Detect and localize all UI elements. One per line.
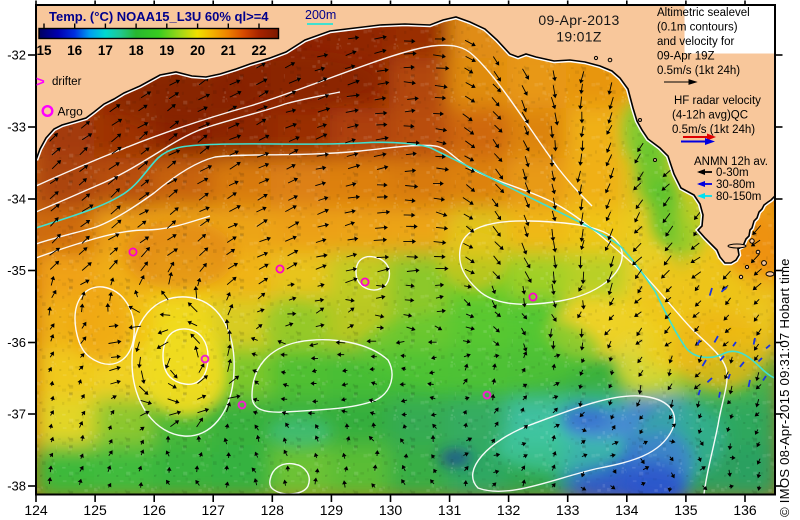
- svg-text:135: 135: [674, 502, 698, 518]
- svg-text:(0.1m contours): (0.1m contours): [657, 22, 738, 34]
- svg-text:126: 126: [143, 502, 167, 518]
- svg-text:130: 130: [379, 502, 403, 518]
- svg-text:16: 16: [67, 43, 83, 58]
- svg-text:09-Apr 19Z: 09-Apr 19Z: [657, 51, 715, 63]
- svg-text:17: 17: [98, 43, 113, 58]
- svg-text:18: 18: [129, 43, 145, 58]
- svg-text:132: 132: [497, 502, 521, 518]
- svg-text:-37: -37: [7, 407, 26, 422]
- svg-text:127: 127: [202, 502, 226, 518]
- svg-text:0-30m: 0-30m: [716, 167, 749, 179]
- svg-text:-33: -33: [7, 120, 26, 135]
- svg-text:-32: -32: [7, 48, 26, 63]
- svg-text:Altimetric sealevel: Altimetric sealevel: [657, 7, 750, 19]
- svg-text:200m: 200m: [305, 8, 336, 22]
- svg-text:HF radar velocity: HF radar velocity: [674, 95, 761, 107]
- svg-text:-34: -34: [7, 192, 26, 207]
- svg-text:136: 136: [733, 502, 757, 518]
- svg-text:ANMN 12h av.: ANMN 12h av.: [694, 156, 768, 168]
- svg-text:-36: -36: [7, 335, 26, 350]
- svg-text:80-150m: 80-150m: [716, 191, 761, 203]
- svg-text:drifter: drifter: [52, 76, 82, 88]
- svg-text:© IMOS 08-Apr-2015 09:31:07 Ho: © IMOS 08-Apr-2015 09:31:07 Hobart time: [777, 258, 792, 517]
- svg-text:-38: -38: [7, 479, 26, 494]
- svg-text:and velocity for: and velocity for: [657, 36, 735, 48]
- svg-text:128: 128: [261, 502, 285, 518]
- svg-text:Argo: Argo: [58, 105, 84, 119]
- svg-text:22: 22: [251, 43, 266, 58]
- svg-text:09-Apr-2013: 09-Apr-2013: [538, 12, 619, 28]
- svg-text:131: 131: [438, 502, 462, 518]
- svg-text:-35: -35: [7, 263, 26, 278]
- svg-text:21: 21: [221, 43, 237, 58]
- svg-text:125: 125: [83, 502, 107, 518]
- svg-text:30-80m: 30-80m: [716, 179, 755, 191]
- svg-text:15: 15: [36, 43, 52, 58]
- svg-text:20: 20: [190, 43, 205, 58]
- svg-text:129: 129: [320, 502, 344, 518]
- svg-text:0.5m/s (1kt 24h): 0.5m/s (1kt 24h): [657, 65, 740, 77]
- svg-text:124: 124: [24, 502, 48, 518]
- svg-text:19: 19: [159, 43, 174, 58]
- svg-text:19:01Z: 19:01Z: [556, 29, 602, 45]
- svg-text:(4-12h avg)QC: (4-12h avg)QC: [672, 110, 748, 122]
- svg-text:134: 134: [615, 502, 639, 518]
- svg-text:>: >: [36, 74, 45, 91]
- svg-text:Temp. (°C) NOAA15_L3U 60% ql>=: Temp. (°C) NOAA15_L3U 60% ql>=4: [49, 9, 269, 24]
- svg-text:133: 133: [556, 502, 580, 518]
- svg-text:0.5m/s (1kt 24h): 0.5m/s (1kt 24h): [672, 124, 755, 136]
